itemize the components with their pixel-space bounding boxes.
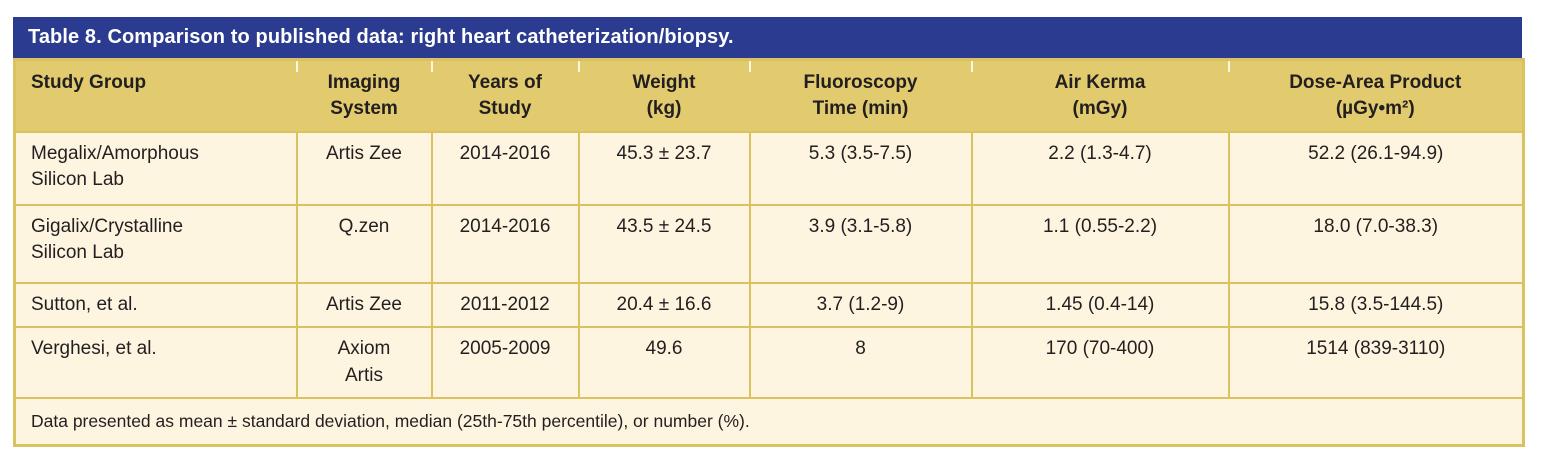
- cell-imaging-system: Axiom Artis: [295, 326, 433, 400]
- cell-dose-area: 18.0 (7.0-38.3): [1227, 203, 1525, 284]
- cell-years: 2014-2016: [430, 130, 580, 206]
- footnote-row: Data presented as mean ± standard deviat…: [13, 397, 1525, 447]
- cell-air-kerma: 2.2 (1.3-4.7): [970, 130, 1230, 206]
- table-footnote: Data presented as mean ± standard deviat…: [13, 397, 1525, 447]
- cell-study-group: Sutton, et al.: [13, 281, 298, 329]
- cell-air-kerma: 1.1 (0.55-2.2): [970, 203, 1230, 284]
- cell-weight: 43.5 ± 24.5: [577, 203, 751, 284]
- table-row: Gigalix/Crystalline Silicon Lab Q.zen 20…: [13, 203, 1525, 284]
- table-row: Sutton, et al. Artis Zee 2011-2012 20.4 …: [13, 281, 1525, 329]
- cell-weight: 20.4 ± 16.6: [577, 281, 751, 329]
- cell-dose-area: 1514 (839-3110): [1227, 326, 1525, 400]
- cell-imaging-system: Artis Zee: [295, 130, 433, 206]
- table-row: Verghesi, et al. Axiom Artis 2005-2009 4…: [13, 326, 1525, 400]
- cell-imaging-system: Artis Zee: [295, 281, 433, 329]
- cell-dose-area: 15.8 (3.5-144.5): [1227, 281, 1525, 329]
- cell-fluoro-time: 3.7 (1.2-9): [748, 281, 973, 329]
- cell-weight: 49.6: [577, 326, 751, 400]
- cell-imaging-system: Q.zen: [295, 203, 433, 284]
- header-row: Study Group Imaging System Years of Stud…: [14, 59, 1524, 132]
- table-title: Table 8. Comparison to published data: r…: [13, 17, 1522, 58]
- column-header-weight: Weight (kg): [577, 59, 750, 132]
- cell-fluoro-time: 3.9 (3.1-5.8): [748, 203, 973, 284]
- column-header-study-group: Study Group: [14, 59, 297, 132]
- column-header-years-of-study: Years of Study: [430, 59, 579, 132]
- cell-study-group: Megalix/Amorphous Silicon Lab: [13, 130, 298, 206]
- cell-air-kerma: 170 (70-400): [970, 326, 1230, 400]
- cell-study-group: Verghesi, et al.: [13, 326, 298, 400]
- column-header-fluoroscopy-time: Fluoroscopy Time (min): [748, 59, 972, 132]
- column-header-air-kerma: Air Kerma (mGy): [970, 59, 1229, 132]
- column-header-imaging-system: Imaging System: [295, 59, 432, 132]
- cell-air-kerma: 1.45 (0.4-14): [970, 281, 1230, 329]
- cell-dose-area: 52.2 (26.1-94.9): [1227, 130, 1525, 206]
- cell-study-group: Gigalix/Crystalline Silicon Lab: [13, 203, 298, 284]
- comparison-table: Study Group Imaging System Years of Stud…: [13, 58, 1525, 447]
- cell-years: 2014-2016: [430, 203, 580, 284]
- cell-fluoro-time: 5.3 (3.5-7.5): [748, 130, 973, 206]
- cell-weight: 45.3 ± 23.7: [577, 130, 751, 206]
- table-row: Megalix/Amorphous Silicon Lab Artis Zee …: [13, 130, 1525, 206]
- column-header-dose-area-product: Dose-Area Product (µGy•m²): [1227, 59, 1524, 132]
- cell-years: 2011-2012: [430, 281, 580, 329]
- cell-fluoro-time: 8: [748, 326, 973, 400]
- table-8-comparison: Table 8. Comparison to published data: r…: [13, 17, 1525, 447]
- cell-years: 2005-2009: [430, 326, 580, 400]
